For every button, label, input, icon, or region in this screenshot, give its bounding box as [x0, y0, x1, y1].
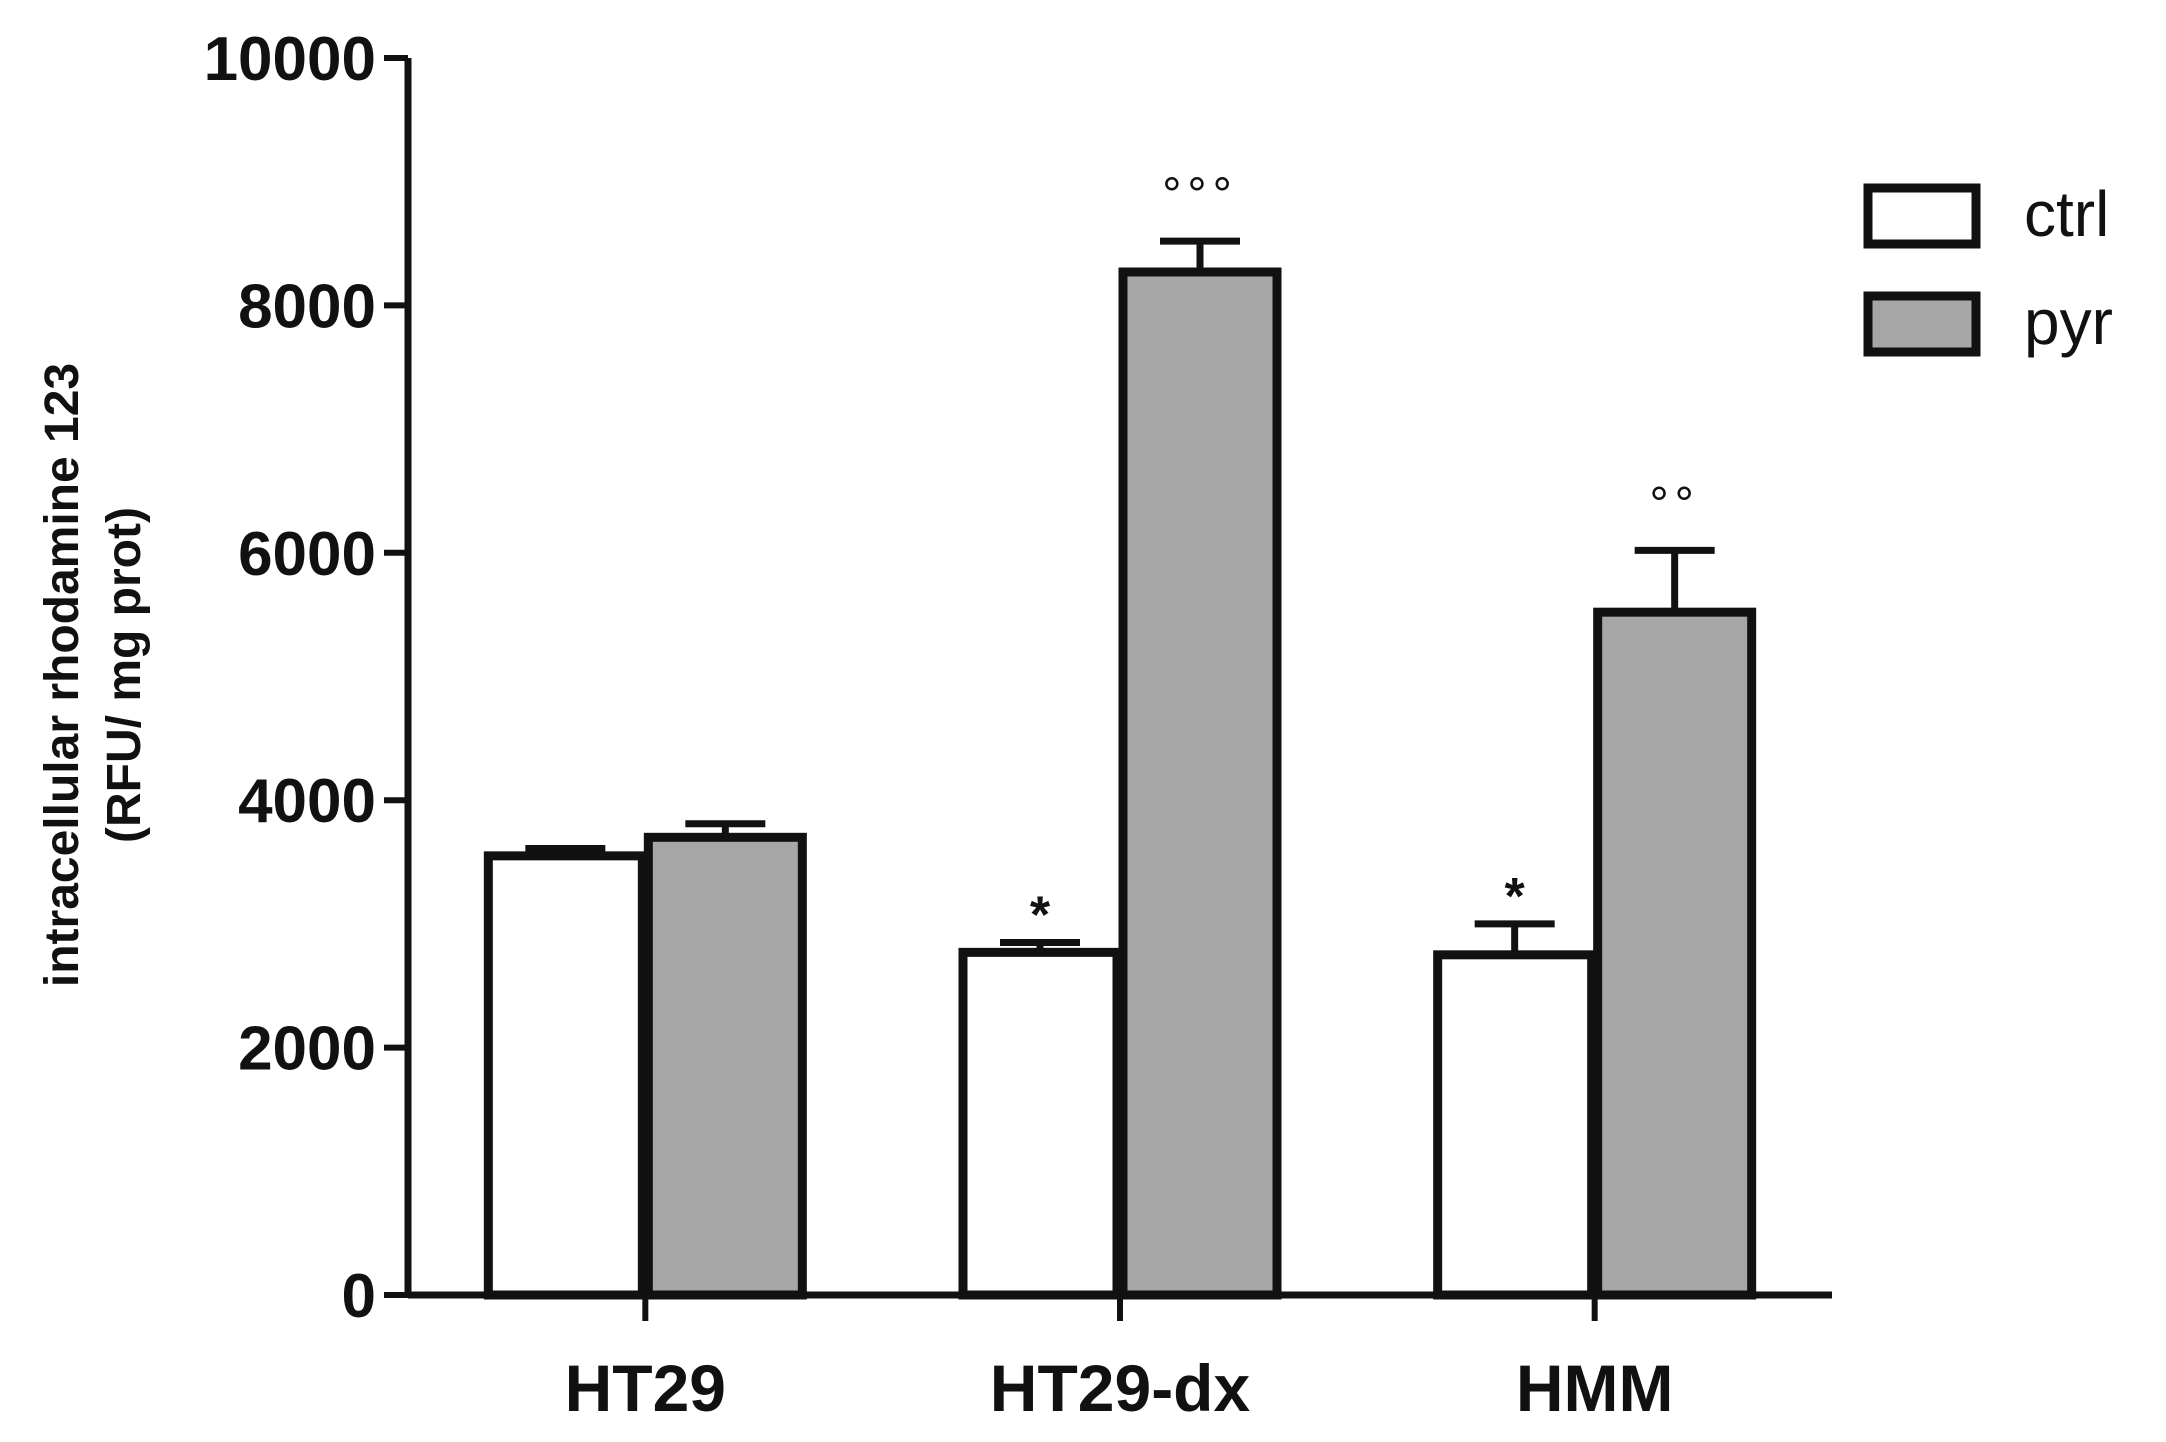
bar-ctrl-HT29-dx: [958, 947, 1122, 1300]
bar-pyr-HT29: [643, 832, 807, 1300]
y-tick-label: 10000: [204, 25, 376, 94]
y-tick-label: 4000: [238, 767, 376, 836]
y-axis-label-line1: intracellular rhodamine 123: [36, 363, 89, 987]
y-tick-label: 0: [342, 1262, 376, 1331]
bar-pyr-HT29-dx: [1118, 267, 1282, 1300]
significance-annotation: *: [1030, 886, 1051, 944]
legend-label-ctrl: ctrl: [2024, 178, 2109, 250]
y-axis-label: intracellular rhodamine 123 (RFU/ mg pro…: [36, 363, 151, 987]
y-tick-label: 2000: [238, 1015, 376, 1084]
x-tick-label: HT29: [565, 1351, 726, 1425]
bar-ctrl-HMM: [1433, 950, 1597, 1300]
x-tick-label: HMM: [1516, 1351, 1674, 1425]
bar-pyr-HMM: [1593, 607, 1757, 1300]
axes: 0 2000 4000 6000 8000 10000 HT29 HT29-dx HMM: [204, 25, 1832, 1425]
y-axis-label-line2: (RFU/ mg prot): [98, 507, 151, 843]
x-tick-label: HT29-dx: [990, 1351, 1251, 1425]
bars: * °°° * °°: [483, 169, 1757, 1300]
bar-ctrl-HT29: [483, 851, 647, 1300]
legend-swatch-ctrl: [1863, 183, 1981, 249]
legend-label-pyr: pyr: [2024, 286, 2113, 358]
significance-annotation: °°°: [1162, 169, 1238, 222]
y-tick-label: 6000: [238, 520, 376, 589]
y-tick-label: 8000: [238, 272, 376, 341]
significance-annotation: *: [1505, 868, 1526, 926]
legend-swatch-pyr: [1863, 291, 1981, 357]
significance-annotation: °°: [1649, 478, 1699, 531]
legend: ctrl pyr: [1863, 178, 2113, 358]
